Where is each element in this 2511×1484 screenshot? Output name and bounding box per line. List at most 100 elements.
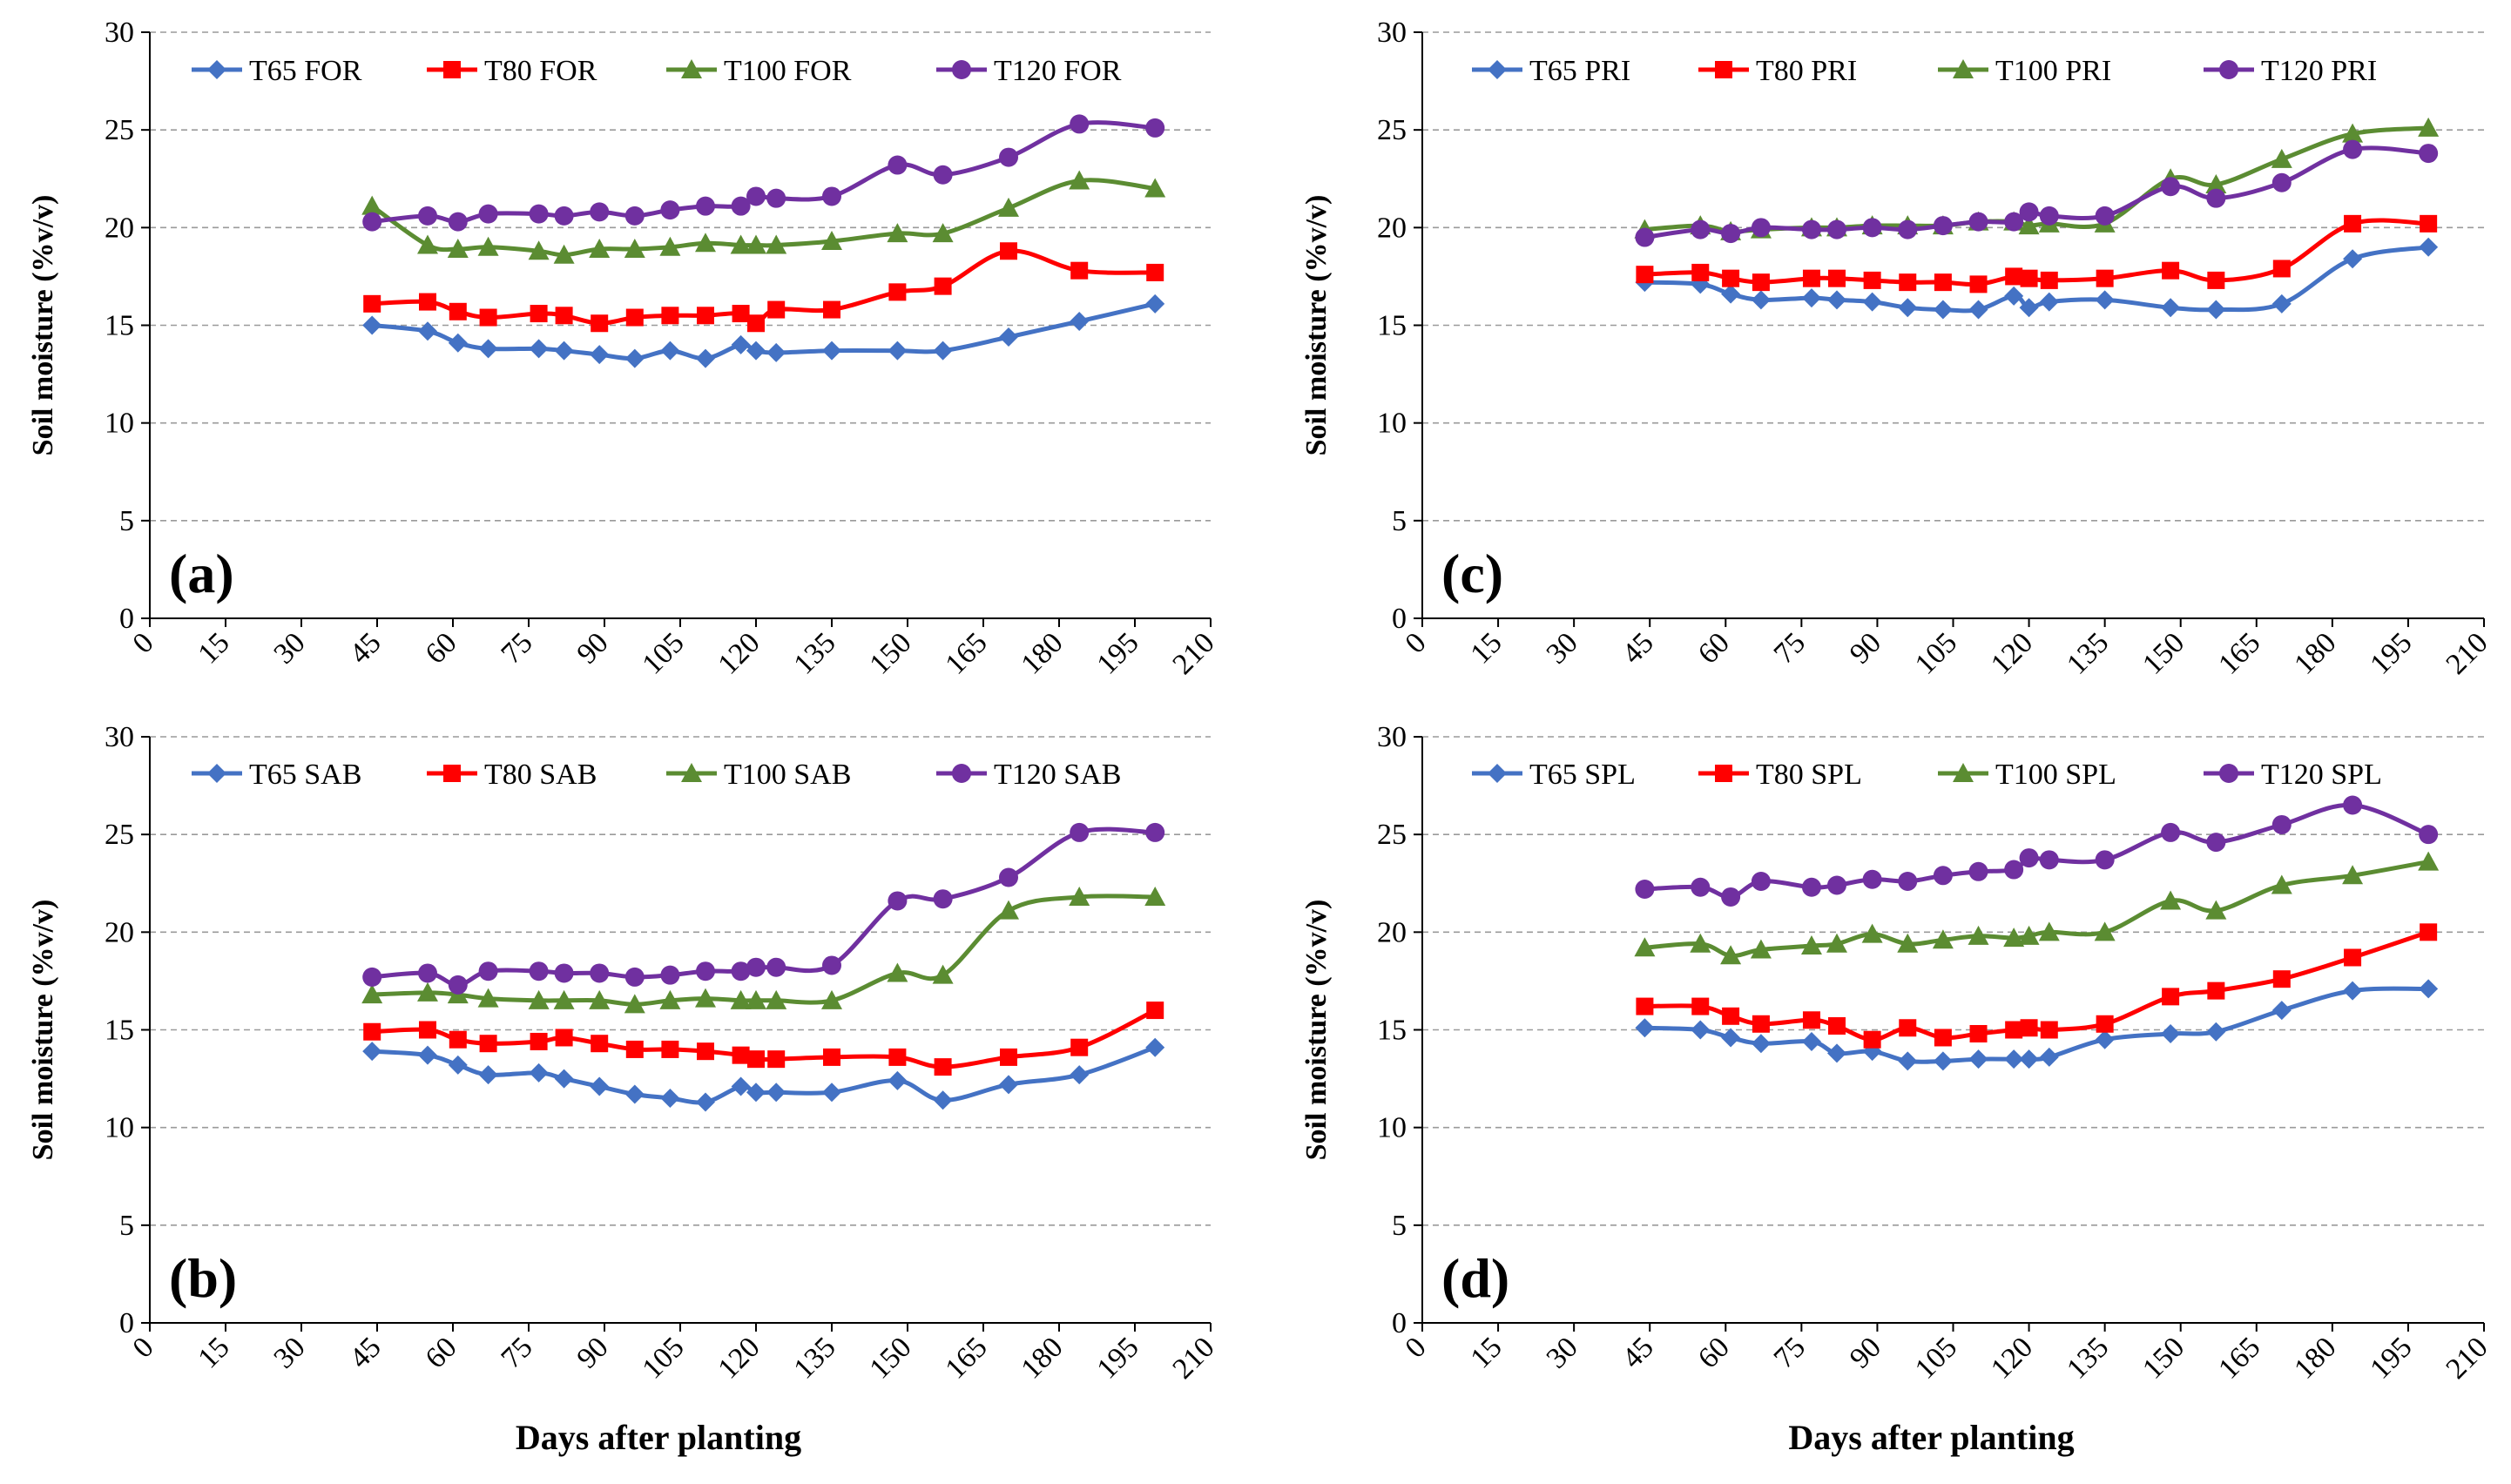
data-point [2004,286,2024,306]
legend-label: T100 PRI [1995,55,2111,87]
data-point [2019,202,2039,222]
panel-a: 0 5 10 15 20 25 30 0 15 30 45 60 75 90 105 120 135 150 165… [27,17,1221,681]
legend-marker [681,59,702,78]
data-point [932,223,954,243]
data-point [2342,865,2364,885]
data-point [1751,1034,1771,1054]
data-point [887,962,908,982]
data-point [1691,263,1710,281]
data-point [448,333,468,353]
data-point [2019,848,2039,868]
data-point [1636,266,1654,284]
x-tick-label: 15 [192,1331,235,1374]
data-point [934,277,952,295]
data-point [362,967,382,987]
data-point [888,1070,908,1090]
data-point [697,1042,714,1061]
x-tick-label: 150 [863,626,917,680]
x-tick-label: 120 [712,626,766,680]
data-point [2206,833,2226,853]
data-point [2161,298,2181,318]
x-tick-label: 135 [787,1331,841,1385]
data-point [624,967,645,987]
legend-label: T100 SPL [1995,759,2116,791]
x-tick-label: 60 [1692,1331,1736,1374]
data-point [1070,312,1090,332]
data-point [1863,1030,1881,1049]
data-point [589,989,611,1009]
y-tick-label: 20 [105,916,134,948]
data-point [417,234,438,254]
data-point [1721,284,1741,304]
data-point [2342,123,2364,143]
data-point [1750,939,1772,959]
data-point [448,975,468,995]
data-point [1691,877,1711,897]
data-point [660,1089,680,1109]
y-tick-label: 20 [105,212,134,244]
data-point [2019,1049,2039,1069]
legend-marker [952,764,971,783]
data-point [1070,261,1089,280]
x-tick-label: 105 [636,1331,690,1385]
legend-marker [952,60,971,79]
data-point [1801,877,1821,897]
data-point [1863,271,1881,289]
data-point [448,212,468,232]
data-point [1634,937,1656,957]
data-point [554,206,574,226]
x-tick-label: 120 [1985,626,2039,680]
data-point [730,234,752,254]
data-point [529,204,549,224]
data-point [1146,1002,1164,1020]
legend-entry: T120 PRI [2204,55,2377,87]
data-point [2162,261,2180,280]
x-tick-label: 0 [126,626,159,659]
data-point [1969,1024,1988,1042]
data-point [1752,1015,1770,1033]
data-point [821,989,842,1009]
data-point [2207,271,2225,289]
data-point [2004,860,2024,880]
panel-label: (b) [169,1247,237,1309]
data-point [2018,925,2040,945]
data-point [2161,1023,2181,1043]
data-point [932,964,954,984]
data-point [529,961,549,981]
x-tick-label: 195 [1090,1331,1144,1385]
data-point [747,314,765,333]
data-point [1145,118,1165,138]
data-point [2020,1019,2038,1037]
data-point [2420,214,2438,233]
data-point [419,1021,436,1039]
data-point [766,342,786,362]
data-point [697,307,714,325]
data-point [1899,273,1917,292]
data-point [888,891,908,911]
data-point [1801,219,1821,239]
data-point [1802,1011,1820,1029]
data-point [1968,1049,1988,1069]
data-point [590,963,610,983]
y-axis-label: Soil moisture (%v/v) [27,195,59,456]
x-tick-label: 210 [2440,1331,2494,1385]
data-point [696,1092,715,1112]
data-point [2096,269,2114,287]
data-point [999,147,1018,167]
legend-entry: T65 FOR [192,55,362,87]
data-point [1826,933,1847,953]
data-point [822,955,841,975]
x-tick-label: 30 [267,626,311,670]
data-point [418,206,437,226]
data-point [1721,887,1741,907]
data-point [1145,293,1165,314]
series-t100-for [361,170,1166,264]
x-tick-label: 0 [1399,1331,1432,1364]
data-point [2206,300,2226,320]
x-tick-label: 45 [1617,1331,1660,1374]
x-tick-label: 135 [787,626,841,680]
series-line [372,894,1156,1007]
data-point [1690,933,1711,953]
data-point [2095,850,2115,870]
data-point [529,339,549,359]
